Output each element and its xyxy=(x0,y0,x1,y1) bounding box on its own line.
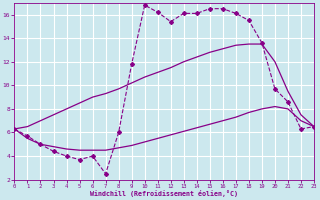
X-axis label: Windchill (Refroidissement éolien,°C): Windchill (Refroidissement éolien,°C) xyxy=(90,190,238,197)
